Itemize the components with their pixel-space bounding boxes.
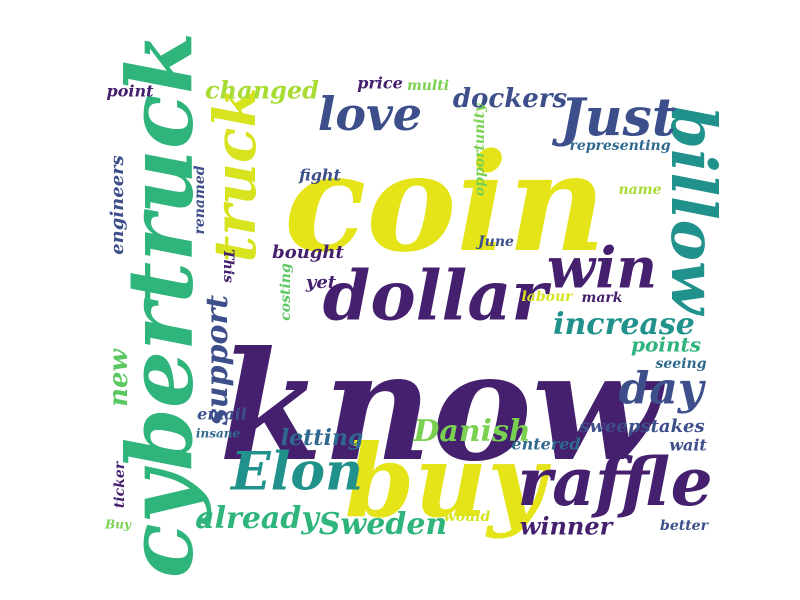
word-raffle: raffle — [517, 443, 712, 521]
word-billow: billow — [657, 106, 730, 317]
word-increase: increase — [553, 307, 695, 342]
word-already: already — [195, 501, 321, 536]
word-opportunity: opportunity — [472, 103, 488, 196]
word-engineers: engineers — [107, 155, 128, 255]
word-elon: Elon — [229, 442, 363, 503]
word-sweden: Sweden — [319, 507, 447, 542]
word-would: would — [444, 509, 491, 525]
word-win: win — [547, 236, 657, 302]
word-cybertruck: cybertruck — [108, 32, 214, 578]
word-truck: truck — [201, 87, 269, 262]
word-seeing: seeing — [656, 356, 707, 372]
word-just: Just — [551, 88, 676, 149]
word-price: price — [357, 74, 403, 93]
word-dollar: dollar — [323, 257, 552, 337]
word-yet: yet — [305, 272, 337, 293]
word-sweepstakes: sweepstakes — [578, 416, 704, 437]
word-winner: winner — [520, 512, 615, 541]
word-entered: entered — [511, 435, 580, 454]
word-love: love — [318, 87, 422, 141]
word-multi: multi — [407, 78, 449, 94]
word-bought: bought — [272, 242, 344, 263]
word-email: email — [197, 405, 247, 424]
word-fight: fight — [298, 166, 341, 185]
word-june: June — [475, 234, 514, 250]
word-labour: labour — [521, 289, 574, 305]
word-ticker: ticker — [112, 460, 128, 508]
word-danish: Danish — [412, 414, 530, 449]
word-renamed: renamed — [192, 165, 208, 234]
word-day: day — [619, 364, 707, 415]
word-costing: costing — [278, 263, 294, 321]
word-changed: changed — [205, 76, 319, 105]
word-mark: mark — [582, 290, 623, 306]
word-new: new — [104, 347, 134, 406]
word-know: know — [219, 319, 666, 495]
word-insane: insane — [196, 427, 241, 441]
word-coin: coin — [284, 123, 606, 282]
word-better: better — [660, 518, 710, 534]
word-wait: wait — [669, 436, 707, 455]
word-buy: buy — [345, 422, 552, 540]
word-dockers: dockers — [453, 84, 568, 114]
word-letting: letting — [281, 425, 363, 451]
word-support: support — [200, 295, 235, 426]
word-point: point — [107, 82, 155, 101]
word-name: name — [619, 182, 662, 198]
word-this: This — [220, 249, 236, 283]
word-representing: representing — [569, 138, 670, 154]
word-points: points — [631, 333, 701, 357]
word-buy: Buy — [104, 518, 132, 532]
